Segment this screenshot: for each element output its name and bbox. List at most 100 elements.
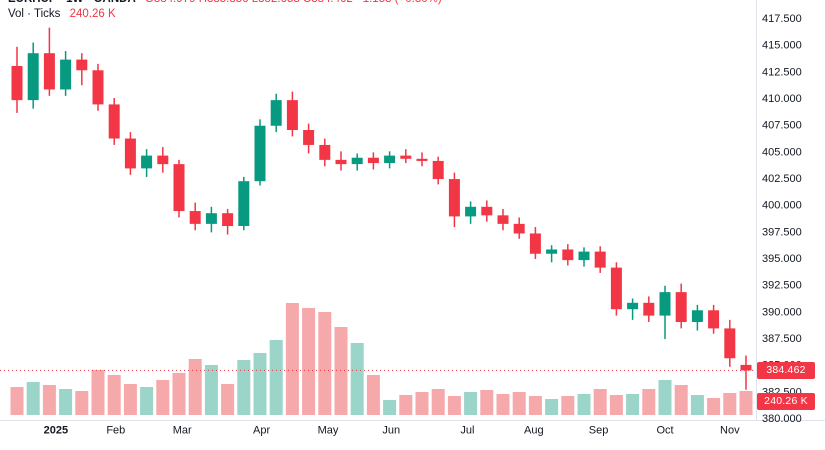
volume-bar bbox=[156, 380, 170, 415]
price-axis-label[interactable]: 380.000 bbox=[762, 413, 802, 425]
time-axis-label[interactable]: Aug bbox=[524, 425, 544, 437]
last-price-badge: 384.462 bbox=[757, 361, 815, 379]
volume-bar bbox=[253, 353, 267, 415]
candle-body bbox=[335, 159, 347, 165]
candle-body bbox=[367, 157, 379, 164]
volume-bar bbox=[642, 389, 656, 415]
candle-body bbox=[416, 158, 428, 161]
time-axis-label[interactable]: Jul bbox=[460, 425, 474, 437]
volume-bar bbox=[172, 373, 186, 415]
price-axis-label[interactable]: 410.000 bbox=[762, 93, 802, 105]
candle-body bbox=[562, 249, 574, 261]
time-axis-label[interactable]: Oct bbox=[656, 425, 673, 437]
candle-body bbox=[222, 213, 234, 226]
price-axis-label[interactable]: 397.500 bbox=[762, 226, 802, 238]
volume-bar bbox=[140, 387, 154, 415]
volume-bar bbox=[107, 375, 121, 415]
volume-bar bbox=[42, 385, 56, 415]
time-axis-label[interactable]: Sep bbox=[589, 425, 609, 437]
candle-body bbox=[254, 125, 266, 182]
price-axis-label[interactable]: 412.500 bbox=[762, 66, 802, 78]
volume-bar bbox=[561, 396, 575, 415]
candle-body bbox=[659, 292, 671, 316]
volume-bar bbox=[269, 340, 283, 415]
candle-body bbox=[238, 181, 250, 226]
price-axis-label[interactable]: 387.500 bbox=[762, 333, 802, 345]
price-axis-label[interactable]: 405.000 bbox=[762, 146, 802, 158]
price-axis-label[interactable]: 392.500 bbox=[762, 280, 802, 292]
candle-body bbox=[319, 144, 331, 160]
candle-body bbox=[432, 160, 444, 180]
price-axis-label[interactable]: 417.500 bbox=[762, 13, 802, 25]
volume-bar bbox=[593, 389, 607, 415]
candle-body bbox=[400, 155, 412, 159]
time-axis-label[interactable]: May bbox=[318, 425, 339, 437]
volume-bar bbox=[739, 390, 753, 415]
candle-body bbox=[303, 130, 315, 145]
volume-bar bbox=[658, 380, 672, 415]
candle-body bbox=[513, 223, 525, 234]
candle-body bbox=[76, 59, 88, 71]
volume-bar bbox=[707, 398, 721, 415]
volume-bar bbox=[123, 384, 137, 415]
price-axis-label[interactable]: 400.000 bbox=[762, 200, 802, 212]
time-axis-label[interactable]: 2025 bbox=[44, 425, 68, 437]
volume-bar bbox=[285, 303, 299, 415]
candle-body bbox=[270, 100, 282, 126]
candle-body bbox=[529, 233, 541, 254]
volume-bar bbox=[10, 387, 24, 415]
candle-body bbox=[351, 157, 363, 165]
last-volume-badge: 240.26 K bbox=[757, 392, 815, 410]
volume-bar bbox=[674, 385, 688, 415]
volume-bar bbox=[399, 395, 413, 415]
volume-bar bbox=[577, 394, 591, 415]
price-axis-label[interactable]: 407.500 bbox=[762, 120, 802, 132]
volume-bar bbox=[75, 391, 89, 415]
candle-body bbox=[691, 310, 703, 322]
volume-bar bbox=[496, 394, 510, 415]
time-axis-label[interactable]: Nov bbox=[720, 425, 740, 437]
candle-body bbox=[43, 53, 55, 90]
candle-wick bbox=[550, 245, 553, 263]
candle-body bbox=[724, 328, 736, 359]
time-axis-label[interactable]: Apr bbox=[253, 425, 270, 437]
volume-bar bbox=[690, 395, 704, 415]
volume-bar bbox=[431, 389, 445, 415]
candle-body bbox=[578, 251, 590, 261]
price-axis-label[interactable]: 390.000 bbox=[762, 306, 802, 318]
candle-body bbox=[286, 100, 298, 130]
candle-body bbox=[546, 249, 558, 254]
volume-bar bbox=[528, 396, 542, 415]
candle-body bbox=[627, 302, 639, 310]
candle-body bbox=[465, 206, 477, 217]
volume-bar bbox=[204, 365, 218, 415]
volume-bar bbox=[350, 343, 364, 415]
price-axis-label[interactable]: 395.000 bbox=[762, 253, 802, 265]
volume-bar bbox=[383, 400, 397, 415]
volume-bar bbox=[447, 396, 461, 415]
candle-body bbox=[448, 179, 460, 217]
time-axis-label[interactable]: Mar bbox=[173, 425, 192, 437]
candle-body bbox=[189, 211, 201, 224]
volume-bar bbox=[366, 375, 380, 415]
candle-body bbox=[124, 138, 136, 169]
candle-body bbox=[108, 104, 120, 139]
candle-body bbox=[481, 206, 493, 216]
candle-body bbox=[60, 59, 72, 90]
time-axis-label[interactable]: Feb bbox=[106, 425, 125, 437]
volume-bar bbox=[512, 392, 526, 415]
volume-bar bbox=[464, 392, 478, 415]
candle-wick bbox=[745, 355, 747, 390]
candle-body bbox=[610, 267, 622, 310]
price-axis-label[interactable]: 402.500 bbox=[762, 173, 802, 185]
time-axis-label[interactable]: Jun bbox=[382, 425, 400, 437]
volume-bar bbox=[334, 327, 348, 415]
candle-body bbox=[708, 310, 720, 329]
price-axis-label[interactable]: 415.000 bbox=[762, 40, 802, 52]
candle-body bbox=[643, 302, 655, 316]
volume-bar bbox=[626, 394, 640, 415]
volume-bar bbox=[91, 370, 105, 415]
candle-body bbox=[157, 155, 169, 165]
